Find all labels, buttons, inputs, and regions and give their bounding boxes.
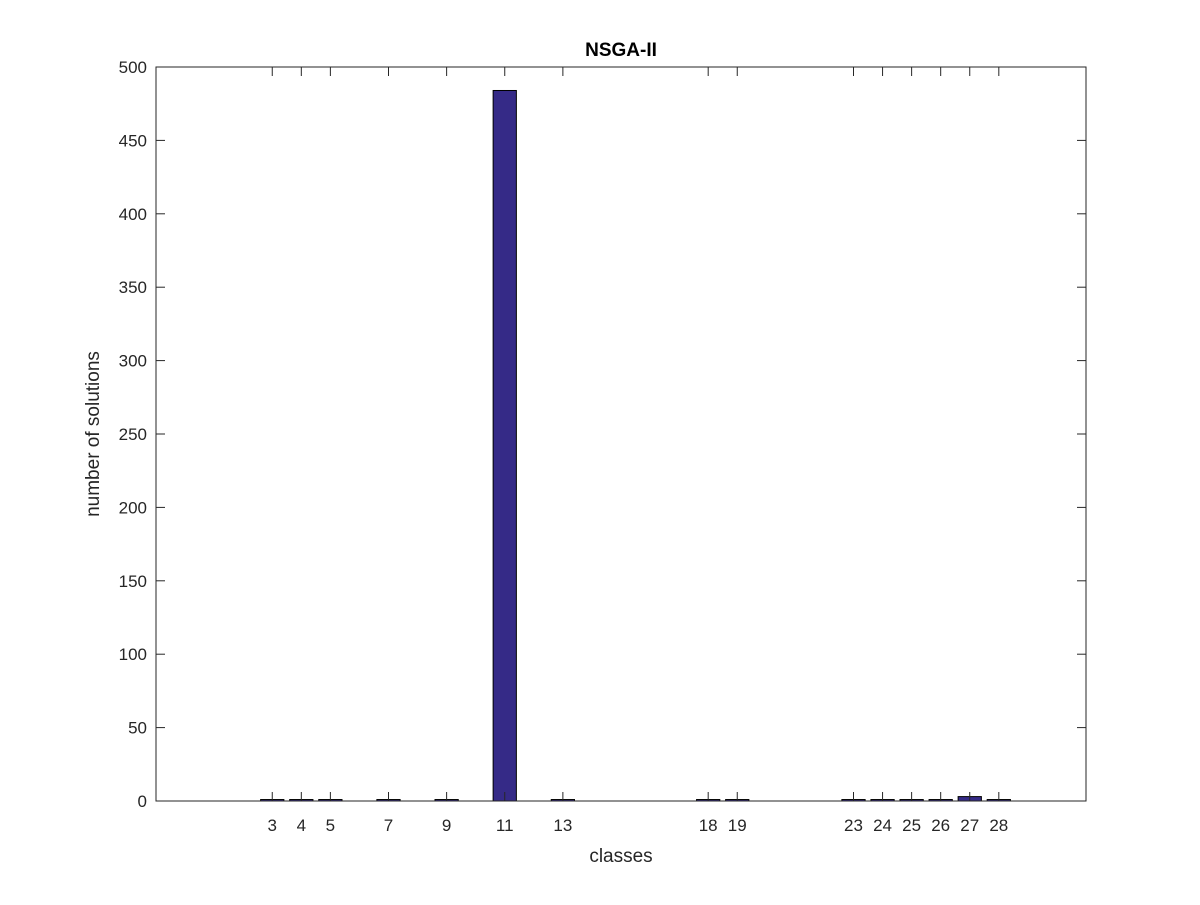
x-tick-label: 23 [844, 816, 863, 835]
x-tick-label: 3 [268, 816, 277, 835]
x-tick-label: 18 [699, 816, 718, 835]
y-tick-label: 0 [138, 792, 147, 811]
x-axis-label: classes [589, 846, 652, 867]
y-tick-label: 400 [119, 205, 147, 224]
plot-background [156, 67, 1086, 801]
x-tick-label: 28 [989, 816, 1008, 835]
y-tick-label: 200 [119, 498, 147, 517]
ticks-group: 3 4 5 7 9 11 13 18 19 23 24 25 26 27 28 0 50 100 150 200 250… [119, 58, 1086, 835]
x-tick-label: 11 [496, 816, 514, 835]
y-tick-label: 300 [119, 352, 147, 371]
y-tick-label: 450 [119, 131, 147, 150]
y-tick-label: 500 [119, 58, 147, 77]
y-tick-label: 50 [128, 719, 147, 738]
chart-title: NSGA-II [585, 40, 657, 61]
x-tick-label: 4 [297, 816, 306, 835]
x-tick-label: 25 [902, 816, 921, 835]
y-tick-label: 100 [119, 645, 147, 664]
x-tick-label: 24 [873, 816, 892, 835]
y-tick-label: 350 [119, 278, 147, 297]
x-tick-label: 7 [384, 816, 393, 835]
x-tick-label: 13 [553, 816, 572, 835]
x-tick-label: 27 [960, 816, 979, 835]
y-axis-label: number of solutions [83, 351, 104, 517]
plot-frame [155, 66, 1087, 802]
bar-11 [492, 89, 517, 802]
x-tick-label: 26 [931, 816, 950, 835]
y-tick-label: 250 [119, 425, 147, 444]
x-tick-label: 9 [442, 816, 451, 835]
x-tick-label: 5 [326, 816, 335, 835]
x-tick-label: 19 [728, 816, 747, 835]
y-tick-label: 150 [119, 572, 147, 591]
